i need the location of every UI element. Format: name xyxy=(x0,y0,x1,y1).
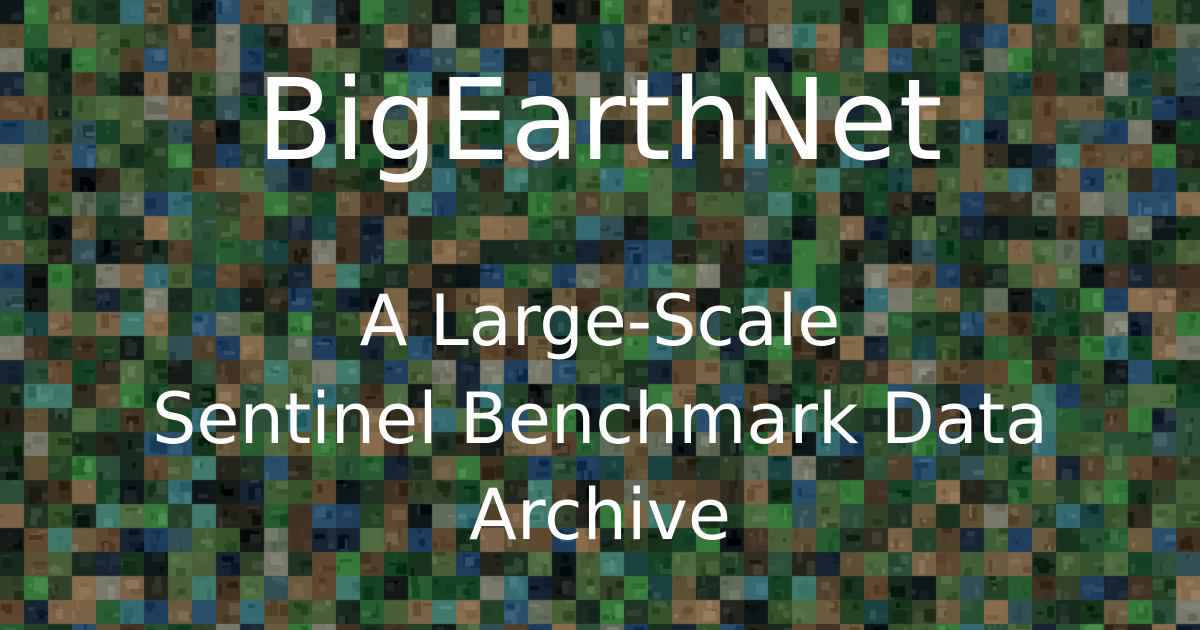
subtitle-line-3: Archive xyxy=(469,474,731,556)
subtitle-line-1: A Large-Scale xyxy=(359,280,841,362)
subtitle-line-2: Sentinel Benchmark Data xyxy=(152,378,1048,460)
main-title: BigEarthNet xyxy=(256,56,944,186)
